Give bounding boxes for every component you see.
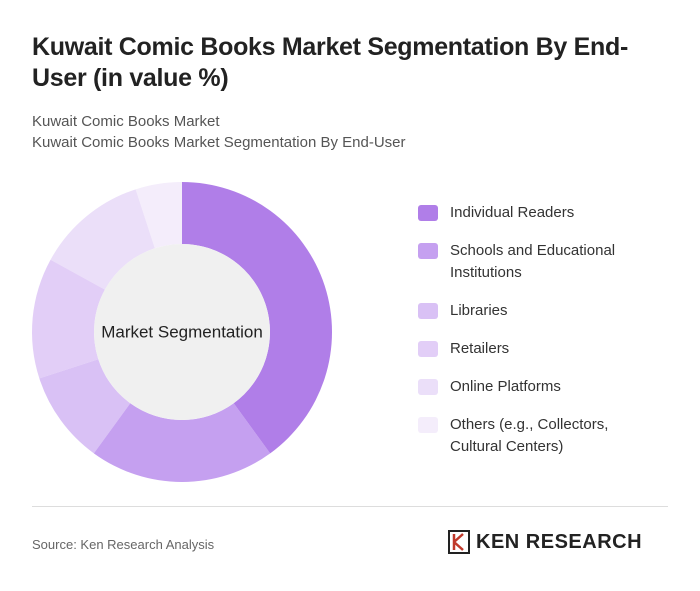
donut-hole xyxy=(94,244,270,420)
legend: Individual Readers Schools and Educationa… xyxy=(418,202,658,474)
legend-swatch xyxy=(418,303,438,319)
legend-swatch xyxy=(418,205,438,221)
legend-label: Retailers xyxy=(450,340,510,357)
legend-swatch xyxy=(418,243,438,259)
subtitle: Kuwait Comic Books Market xyxy=(32,113,220,130)
subtitle: Kuwait Comic Books Market Segmentation B… xyxy=(32,134,406,151)
legend-item: Schools and Educational Institutions xyxy=(418,240,658,284)
legend-swatch xyxy=(418,379,438,395)
legend-label: Online Platforms xyxy=(450,378,561,395)
legend-item: Retailers xyxy=(418,338,658,360)
source: Source: Ken Research Analysis xyxy=(32,537,215,552)
donut-slice xyxy=(93,403,271,482)
chart-title: Kuwait Comic Books Market Segmentation B… xyxy=(32,33,629,92)
donut-slice xyxy=(50,189,155,290)
divider xyxy=(32,506,668,507)
donut-slice xyxy=(135,182,182,249)
donut-slice xyxy=(32,259,105,379)
donut-slice xyxy=(182,182,332,454)
legend-label: Schools and Educational Institutions xyxy=(450,242,616,281)
legend-item: Online Platforms xyxy=(418,376,658,398)
legend-item: Libraries xyxy=(418,300,658,322)
donut-slice xyxy=(39,359,131,454)
legend-item: Others (e.g., Collectors, Cultural Cente… xyxy=(418,414,658,458)
legend-label: Libraries xyxy=(450,302,508,319)
donut-chart: Market Segmentation xyxy=(32,182,332,482)
legend-swatch xyxy=(418,341,438,357)
logo-icon xyxy=(448,530,470,554)
legend-swatch xyxy=(418,417,438,433)
legend-item: Individual Readers xyxy=(418,202,658,224)
center-label: Market Segmentation xyxy=(101,322,263,341)
legend-label: Others (e.g., Collectors, Cultural Cente… xyxy=(450,416,609,455)
logo-text: KEN RESEARCH xyxy=(476,530,643,553)
legend-label: Individual Readers xyxy=(450,204,575,221)
logo: KEN RESEARCH xyxy=(448,530,642,554)
